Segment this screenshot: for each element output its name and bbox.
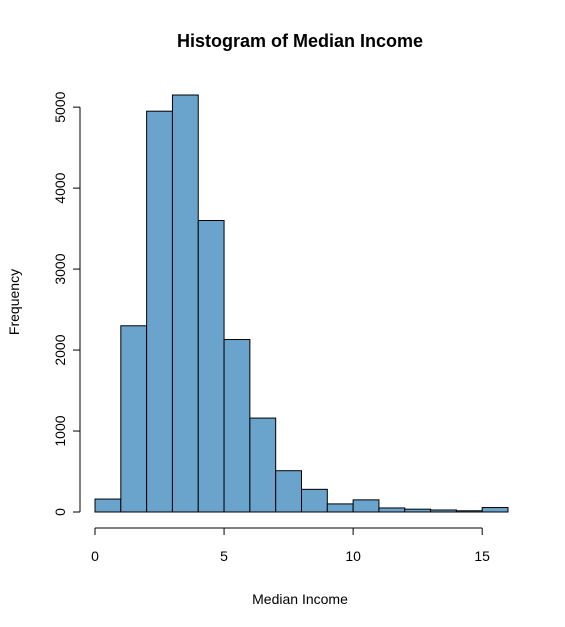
y-axis-label: Frequency xyxy=(6,269,22,335)
histogram-bar-2 xyxy=(146,110,173,513)
histogram-bar-9 xyxy=(326,503,354,513)
histogram-bar-4 xyxy=(197,220,225,513)
histogram-bar-6 xyxy=(249,417,277,513)
chart-title: Histogram of Median Income xyxy=(177,31,423,51)
y-tick-label-0: 0 xyxy=(52,508,68,516)
y-tick-label-4: 4000 xyxy=(52,172,68,203)
histogram-bar-15 xyxy=(481,507,509,513)
histogram-bar-7 xyxy=(275,470,302,513)
y-tick-label-3: 3000 xyxy=(52,253,68,284)
y-tick-label-2: 2000 xyxy=(52,334,68,365)
x-tick-label-3: 15 xyxy=(474,548,490,564)
histogram-bar-13 xyxy=(430,509,457,513)
histogram-bar-11 xyxy=(378,507,406,513)
y-axis: 0 1000 2000 3000 4000 5000 xyxy=(52,91,81,516)
x-tick-label-2: 10 xyxy=(345,548,361,564)
histogram-bar-8 xyxy=(301,488,328,513)
histogram-bar-0 xyxy=(94,498,122,513)
x-tick-label-1: 5 xyxy=(220,548,228,564)
histogram-bar-12 xyxy=(404,508,432,513)
histogram-bar-1 xyxy=(120,325,148,513)
y-tick-label-1: 1000 xyxy=(52,415,68,446)
x-axis: 0 5 10 15 xyxy=(91,527,490,564)
histogram-bar-10 xyxy=(352,499,380,513)
histogram-bar-5 xyxy=(223,339,251,513)
y-tick-label-5: 5000 xyxy=(52,91,68,122)
bars-group xyxy=(94,94,509,513)
x-tick-label-0: 0 xyxy=(91,548,99,564)
x-axis-label: Median Income xyxy=(252,591,348,607)
histogram-bar-3 xyxy=(171,94,199,513)
histogram-bar-14 xyxy=(455,510,483,513)
